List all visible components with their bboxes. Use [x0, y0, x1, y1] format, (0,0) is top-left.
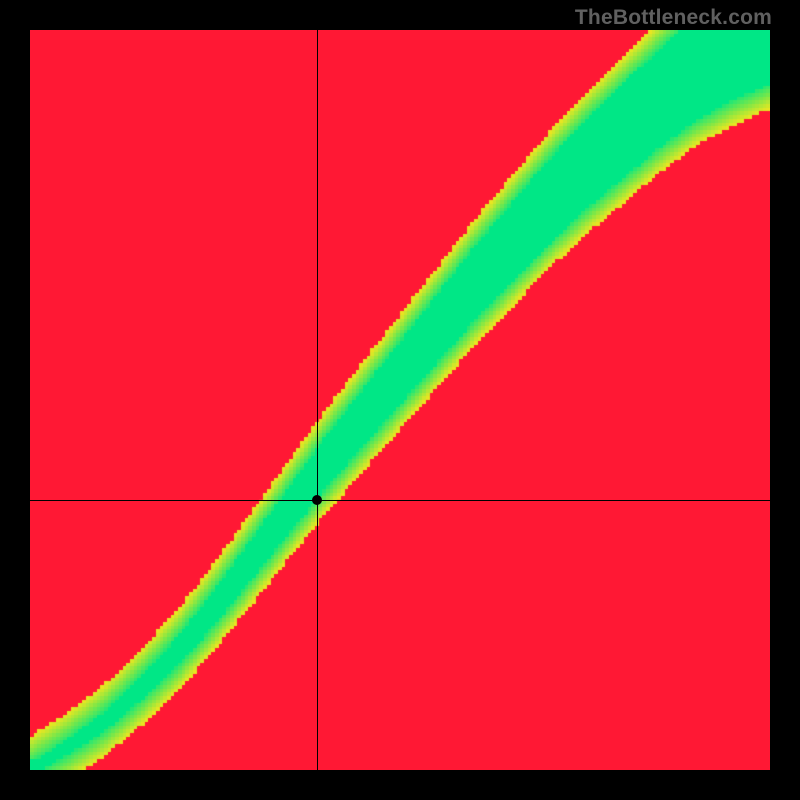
attribution-text: TheBottleneck.com	[575, 6, 772, 30]
heatmap-canvas	[30, 30, 770, 770]
plot-area	[30, 30, 770, 770]
marker-dot	[312, 495, 322, 505]
chart-container: TheBottleneck.com	[0, 0, 800, 800]
